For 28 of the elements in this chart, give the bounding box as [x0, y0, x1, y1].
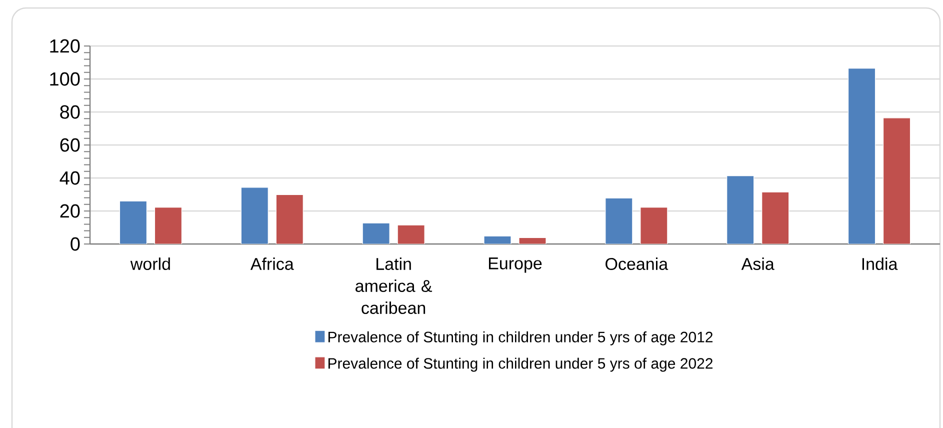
bar [119, 200, 148, 244]
legend-label: Prevalence of Stunting in children under 5 yrs of age 2022 [328, 358, 713, 372]
y-tick-label: 60 [60, 138, 80, 152]
bar [154, 207, 182, 244]
x-tick-label: Latin america & caribean [356, 258, 432, 314]
bar [848, 68, 876, 244]
bar [640, 207, 668, 244]
x-tick-label: world [130, 258, 170, 270]
bar [762, 192, 790, 244]
x-tick-label: Europe [488, 258, 542, 273]
legend-label: Prevalence of Stunting in children under 5 yrs of age 2012 [328, 331, 713, 346]
x-tick-label: Oceania [606, 258, 668, 270]
y-tick-label: 120 [50, 39, 80, 53]
x-tick-label: Asia [741, 258, 774, 270]
y-tick-label: 100 [50, 72, 80, 86]
y-tick-label: 40 [60, 171, 80, 185]
y-tick-label: 80 [60, 105, 80, 119]
bar [362, 222, 390, 244]
x-tick-label: Africa [250, 258, 294, 270]
bar [726, 176, 754, 244]
bar [276, 194, 304, 244]
bar [397, 224, 425, 244]
x-tick-label: India [862, 258, 898, 270]
bar [882, 118, 911, 244]
y-tick-label: 0 [70, 237, 80, 251]
y-tick-label: 20 [60, 204, 80, 218]
bar [605, 198, 633, 244]
bar [240, 187, 268, 244]
